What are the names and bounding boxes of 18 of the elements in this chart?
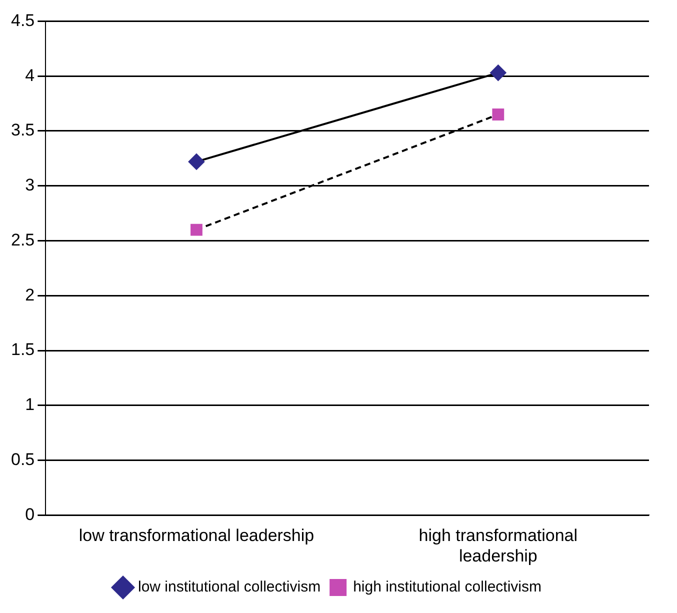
y-tick-label: 2.5 bbox=[10, 230, 35, 250]
y-tick-label: 1.5 bbox=[10, 340, 35, 360]
legend-label: low institutional collectivism bbox=[138, 578, 321, 596]
y-tick-label: 3.5 bbox=[10, 120, 35, 140]
legend-label: high institutional collectivism bbox=[353, 578, 542, 596]
x-tick-label: low transformational leadership bbox=[78, 526, 314, 546]
y-tick-label: 4.5 bbox=[10, 10, 35, 30]
y-tick-label: 4 bbox=[25, 66, 35, 85]
y-tick-label: 0.5 bbox=[10, 450, 35, 469]
y-tick-label: 2 bbox=[25, 285, 35, 304]
y-tick-label: 1 bbox=[25, 395, 35, 414]
point bbox=[188, 154, 204, 170]
point bbox=[492, 108, 504, 120]
point bbox=[490, 64, 506, 81]
y-tick-label: 0 bbox=[25, 504, 35, 524]
y-tick-label: 3 bbox=[25, 176, 35, 195]
x-tick-label: high transformational leadership bbox=[418, 526, 578, 566]
point bbox=[190, 224, 202, 236]
